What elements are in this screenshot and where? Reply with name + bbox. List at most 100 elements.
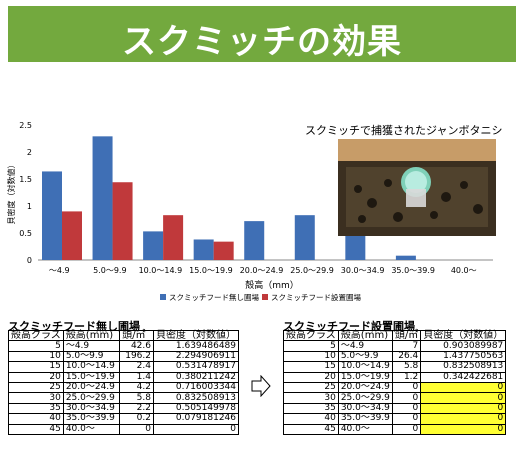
table-row: 25 20.0〜24.9 0 0 (283, 381, 507, 394)
table-cell: 1.639486489 (153, 340, 239, 352)
table-cell: 0.505149978 (153, 402, 239, 415)
table-cell: 5.8 (119, 392, 154, 404)
table-cell: 7 (391, 340, 422, 352)
y-tick-label: 1 (27, 202, 32, 211)
table-row: 10 5.0〜9.9 26.4 1.437750563 (283, 350, 507, 363)
table-cell: 0.380211242 (153, 371, 239, 383)
table-cell: 0 (391, 423, 422, 435)
x-tick-label: 35.0〜39.9 (391, 266, 435, 275)
y-tick-label: 0 (27, 256, 32, 265)
table-cell: 0 (391, 413, 422, 425)
table-cell: 35 (8, 402, 64, 415)
table-cell: 0.079181246 (153, 413, 239, 425)
x-tick-label: 30.0〜34.9 (341, 266, 385, 275)
table-cell: 0.2 (119, 413, 154, 425)
y-tick-label: 0.5 (19, 229, 32, 238)
x-tick-label: 15.0〜19.9 (189, 266, 233, 275)
bar-series-1 (345, 232, 366, 260)
table-row: 35 30.0〜34.9 0 0 (283, 402, 507, 415)
table-cell: 5.8 (391, 361, 422, 373)
bar-series-1 (244, 221, 265, 260)
table-cell: 25.0〜29.9 (62, 392, 121, 404)
table-cell: 10.0〜14.9 (337, 361, 393, 373)
col-header: 貝密度（対数値） (153, 329, 239, 342)
table-cell: 0.832508913 (420, 361, 507, 373)
table-cell: 20.0〜24.9 (337, 381, 393, 394)
table-cell: 25.0〜29.9 (337, 392, 393, 404)
table-cell: 0.903089987 (420, 340, 507, 352)
y-tick-label: 2.5 (19, 121, 32, 130)
x-axis-label: 殻高（mm） (245, 279, 299, 291)
table-row: 15 10.0〜14.9 5.8 0.832508913 (283, 361, 507, 373)
x-tick-label: 40.0〜 (451, 266, 477, 275)
col-header: 貝密度（対数値） (420, 329, 507, 342)
col-header: 頭/㎡ (391, 329, 422, 342)
table-cell: 30.0〜34.9 (62, 402, 121, 415)
table-row: 10 5.0〜9.9 196.2 2.294906911 (8, 350, 239, 363)
table-cell: 0.531478917 (153, 361, 239, 373)
table-cell: 0 (119, 423, 154, 435)
table-cell: 196.2 (119, 350, 154, 363)
legend-swatch (262, 294, 268, 300)
table-cell: 5 (283, 340, 339, 352)
table-row: 30 25.0〜29.9 0 0 (283, 392, 507, 404)
table-cell: 0 (153, 423, 239, 435)
table-cell: 10 (283, 350, 339, 363)
table-cell: 35 (283, 402, 339, 415)
snail-trap-photo (338, 139, 496, 236)
table-row: 45 40.0〜 0 0 (8, 423, 239, 435)
table-cell: 25 (8, 381, 64, 394)
table-cell: 35.0〜39.9 (337, 413, 393, 425)
table-cell: 0.832508913 (153, 392, 239, 404)
table-cell: 40.0〜 (337, 423, 393, 435)
page-title: スクミッチの効果 (122, 22, 402, 62)
table-cell: 30 (283, 392, 339, 404)
table-row: 40 35.0〜39.9 0.2 0.079181246 (8, 413, 239, 425)
y-axis-label: 貝密度（対数値） (6, 161, 16, 225)
table-cell: 5 (8, 340, 64, 352)
legend-label: スクミッチフード無し圃場 (169, 292, 259, 302)
legend-label: スクミッチフード設置圃場 (271, 292, 361, 302)
table-cell: 0 (420, 423, 507, 435)
table-cell: 15 (283, 361, 339, 373)
right-data-table: 殻高クラス 殻高(mm) 頭/㎡ 貝密度（対数値） 5 〜4.9 7 0.903089… (283, 329, 507, 435)
table-cell: 0 (391, 402, 422, 415)
bar-series-2 (163, 215, 184, 260)
x-tick-label: 5.0〜9.9 (93, 266, 126, 275)
bar-series-1 (92, 136, 113, 260)
table-cell: 30.0〜34.9 (337, 402, 393, 415)
col-header: 殻高クラス (283, 329, 339, 342)
table-cell: 20 (283, 371, 339, 383)
table-cell: 10.0〜14.9 (62, 361, 121, 373)
table-cell: 0.342422681 (420, 371, 507, 383)
table-cell: 5.0〜9.9 (337, 350, 393, 363)
table-row: 5 〜4.9 7 0.903089987 (283, 340, 507, 352)
bar-series-1 (143, 231, 164, 260)
table-row: 25 20.0〜24.9 4.2 0.716003344 (8, 381, 239, 394)
table-cell: 〜4.9 (62, 340, 121, 352)
bar-series-2 (62, 211, 82, 260)
table-cell: 40 (283, 413, 339, 425)
table-cell: 15 (8, 361, 64, 373)
table-cell: 2.294906911 (153, 350, 239, 363)
bar-series-2 (112, 182, 133, 260)
y-tick-label: 2 (27, 148, 32, 157)
table-row: 20 15.0〜19.9 1.4 0.380211242 (8, 371, 239, 383)
table-cell: 40.0〜 (62, 423, 121, 435)
table-cell: 35.0〜39.9 (62, 413, 121, 425)
table-cell: 0 (420, 381, 507, 394)
table-cell: 15.0〜19.9 (337, 371, 393, 383)
table-cell: 25 (283, 381, 339, 394)
legend-swatch (160, 294, 166, 300)
table-cell: 45 (283, 423, 339, 435)
table-cell: 0 (391, 381, 422, 394)
x-tick-label: 〜4.9 (49, 266, 70, 275)
bar-series-1 (395, 255, 416, 260)
table-row: 5 〜4.9 42.6 1.639486489 (8, 340, 239, 352)
col-header: 殻高クラス (8, 329, 64, 342)
table-row: 15 10.0〜14.9 2.4 0.531478917 (8, 361, 239, 373)
table-cell: 5.0〜9.9 (62, 350, 121, 363)
x-tick-label: 10.0〜14.9 (139, 266, 183, 275)
table-cell: 42.6 (119, 340, 154, 352)
col-header: 殻高(mm) (62, 329, 121, 342)
